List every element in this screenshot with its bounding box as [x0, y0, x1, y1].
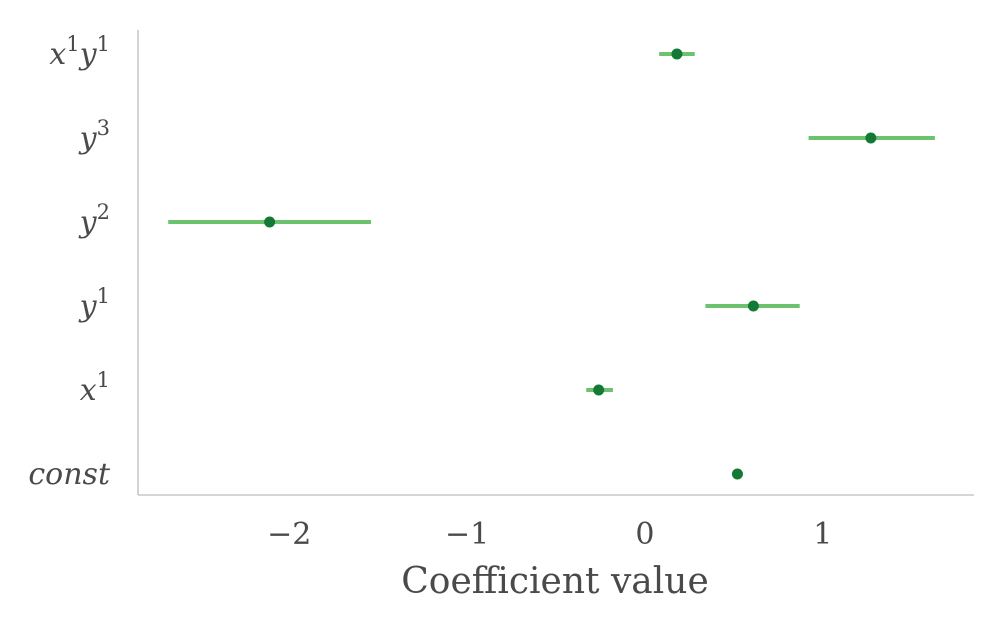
x-tick-label: 0	[635, 517, 654, 552]
estimate-point-5	[731, 468, 743, 480]
x-tick-label: −2	[267, 517, 311, 552]
estimate-point-1	[865, 132, 877, 144]
y-tick-label: y2	[78, 200, 110, 240]
y-tick-label: x1	[80, 368, 110, 408]
estimate-point-2	[264, 216, 276, 228]
estimate-point-4	[593, 384, 605, 396]
x-tick-label: 1	[813, 517, 832, 552]
x-axis-label: Coefficient value	[401, 561, 709, 602]
y-tick-label: x1y1	[49, 32, 110, 72]
estimate-point-0	[671, 48, 683, 60]
y-tick-label: y1	[78, 284, 110, 324]
y-tick-label: const	[28, 457, 111, 492]
y-tick-label: y3	[78, 116, 110, 156]
x-tick-label: −1	[445, 517, 489, 552]
estimate-point-3	[747, 300, 759, 312]
